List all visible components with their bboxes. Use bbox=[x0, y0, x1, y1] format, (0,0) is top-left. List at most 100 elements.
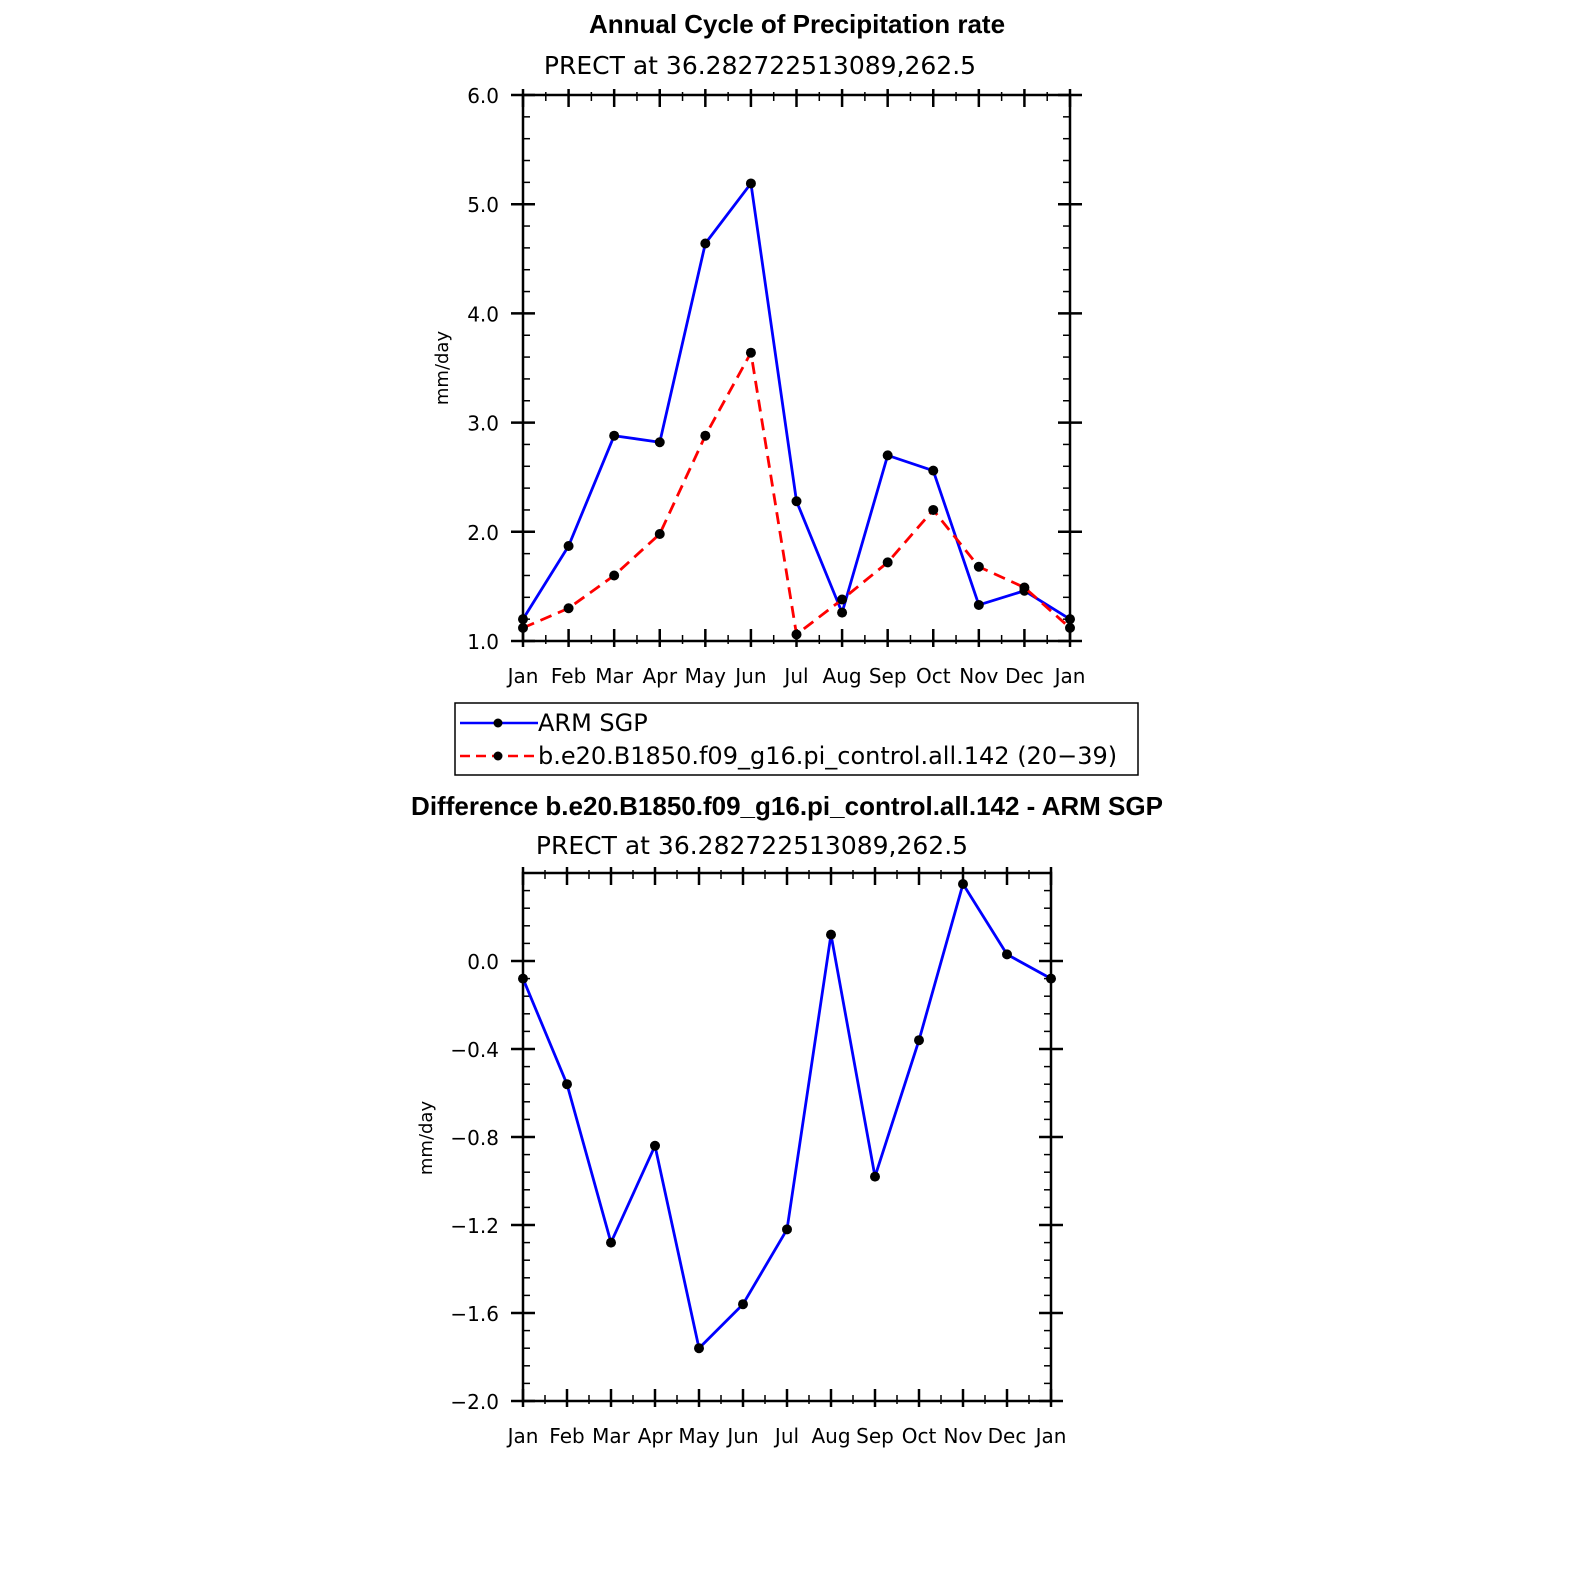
x-tick-label: May bbox=[685, 664, 727, 688]
legend-item-arm-sgp: ARM SGP bbox=[460, 709, 648, 737]
x-tick-label: Feb bbox=[551, 664, 586, 688]
data-point-difference-0 bbox=[518, 973, 528, 984]
data-point-arm-sgp-3 bbox=[654, 437, 665, 448]
data-point-b-e20-b1850-f09-g16-pi-control-all-142-20-39-6 bbox=[791, 629, 802, 640]
data-point-b-e20-b1850-f09-g16-pi-control-all-142-20-39-9 bbox=[928, 504, 939, 515]
x-tick-label: Apr bbox=[638, 1424, 673, 1448]
data-point-b-e20-b1850-f09-g16-pi-control-all-142-20-39-7 bbox=[837, 594, 848, 605]
data-point-arm-sgp-6 bbox=[791, 496, 802, 507]
x-tick-label: Jun bbox=[733, 664, 766, 688]
x-tick-label: Apr bbox=[642, 664, 677, 688]
x-tick-label: Nov bbox=[943, 1424, 982, 1448]
x-tick-label: Aug bbox=[823, 664, 862, 688]
series-line-arm-sgp bbox=[521, 182, 1071, 621]
data-point-arm-sgp-10 bbox=[973, 599, 984, 610]
data-point-arm-sgp-8 bbox=[882, 450, 893, 461]
legend: ARM SGP b.e20.B1850.f09_g16.pi_control.a… bbox=[454, 702, 1139, 776]
x-tick-label: Jan bbox=[1053, 664, 1086, 688]
data-point-arm-sgp-7 bbox=[837, 607, 848, 618]
data-point-b-e20-b1850-f09-g16-pi-control-all-142-20-39-8 bbox=[882, 557, 893, 568]
chart-subtitle: PRECT at 36.282722513089,262.5 bbox=[536, 831, 968, 860]
plot-frame bbox=[521, 871, 1053, 1403]
x-tick-label: Sep bbox=[856, 1424, 894, 1448]
y-tick-label: 0.0 bbox=[467, 950, 499, 974]
data-point-arm-sgp-2 bbox=[609, 430, 620, 441]
data-point-difference-6 bbox=[782, 1224, 792, 1235]
series-line-difference bbox=[521, 882, 1052, 1350]
chart-subtitle: PRECT at 36.282722513089,262.5 bbox=[544, 51, 976, 80]
data-point-difference-1 bbox=[562, 1079, 572, 1090]
y-tick-label: −2.0 bbox=[450, 1390, 499, 1414]
legend-marker-arm-sgp bbox=[493, 718, 503, 728]
data-point-difference-5 bbox=[738, 1299, 748, 1310]
legend-box bbox=[454, 702, 1139, 776]
data-point-difference-3 bbox=[650, 1140, 660, 1151]
y-tick-label: −0.8 bbox=[450, 1126, 499, 1150]
x-tick-label: Jul bbox=[773, 1424, 799, 1448]
data-point-difference-4 bbox=[694, 1343, 704, 1354]
plot-series bbox=[518, 879, 1056, 1354]
data-point-difference-9 bbox=[914, 1035, 924, 1046]
data-point-arm-sgp-5 bbox=[745, 178, 756, 189]
legend-marker-model bbox=[493, 751, 503, 761]
x-tick-label: Jan bbox=[506, 1424, 539, 1448]
data-point-arm-sgp-0 bbox=[518, 614, 528, 625]
data-point-b-e20-b1850-f09-g16-pi-control-all-142-20-39-0 bbox=[518, 622, 528, 633]
series-difference bbox=[518, 879, 1056, 1354]
data-point-difference-12 bbox=[1046, 973, 1056, 984]
data-point-b-e20-b1850-f09-g16-pi-control-all-142-20-39-2 bbox=[609, 570, 620, 581]
x-tick-label: Dec bbox=[1005, 664, 1044, 688]
x-tick-label: Jul bbox=[782, 664, 808, 688]
data-point-difference-10 bbox=[958, 879, 968, 889]
chart-difference: Difference b.e20.B1850.f09_g16.pi_contro… bbox=[411, 791, 1163, 1448]
plot-axes: Jan Feb Mar Apr May Jun Jul Aug Sep Oct Nov Dec Jan 1… bbox=[467, 84, 1085, 688]
data-point-b-e20-b1850-f09-g16-pi-control-all-142-20-39-12 bbox=[1065, 622, 1075, 633]
data-point-b-e20-b1850-f09-g16-pi-control-all-142-20-39-1 bbox=[563, 603, 574, 614]
y-tick-label: 1.0 bbox=[467, 630, 499, 654]
chart-title: Annual Cycle of Precipitation rate bbox=[589, 9, 1005, 39]
y-tick-label: 3.0 bbox=[467, 412, 499, 436]
x-tick-label: Jun bbox=[725, 1424, 758, 1448]
data-point-arm-sgp-12 bbox=[1065, 614, 1075, 625]
plot-axes: Jan Feb Mar Apr May Jun Jul Aug Sep Oct Nov Dec Jan−… bbox=[450, 867, 1066, 1448]
series-arm-sgp bbox=[518, 178, 1075, 625]
data-point-arm-sgp-9 bbox=[928, 465, 939, 476]
series-b-e20-b1850-f09-g16-pi-control-all-142-20-39 bbox=[518, 347, 1075, 640]
data-point-b-e20-b1850-f09-g16-pi-control-all-142-20-39-4 bbox=[700, 430, 711, 441]
legend-label-model: b.e20.B1850.f09_g16.pi_control.all.142 (… bbox=[538, 742, 1117, 770]
x-tick-label: Feb bbox=[549, 1424, 584, 1448]
data-point-b-e20-b1850-f09-g16-pi-control-all-142-20-39-11 bbox=[1019, 582, 1030, 593]
legend-label-arm-sgp: ARM SGP bbox=[538, 709, 648, 737]
x-tick-label: Jan bbox=[506, 664, 539, 688]
plot-series bbox=[518, 178, 1075, 640]
y-axis-title: mm/day bbox=[432, 331, 453, 406]
data-point-difference-8 bbox=[870, 1171, 880, 1182]
x-tick-label: Mar bbox=[595, 664, 634, 688]
y-tick-label: −1.2 bbox=[450, 1214, 499, 1238]
data-point-arm-sgp-1 bbox=[563, 540, 574, 551]
y-tick-label: 6.0 bbox=[467, 84, 499, 108]
data-point-difference-2 bbox=[606, 1237, 616, 1248]
plot-frame bbox=[521, 93, 1072, 643]
data-point-difference-7 bbox=[826, 929, 836, 940]
x-tick-label: Oct bbox=[902, 1424, 937, 1448]
data-point-b-e20-b1850-f09-g16-pi-control-all-142-20-39-5 bbox=[745, 347, 756, 358]
y-tick-label: 2.0 bbox=[467, 521, 499, 545]
legend-item-model: b.e20.B1850.f09_g16.pi_control.all.142 (… bbox=[460, 742, 1117, 770]
chart-title: Difference b.e20.B1850.f09_g16.pi_contro… bbox=[411, 791, 1163, 821]
x-tick-label: Sep bbox=[869, 664, 907, 688]
y-tick-label: −0.4 bbox=[450, 1038, 499, 1062]
x-tick-label: May bbox=[678, 1424, 720, 1448]
data-point-difference-11 bbox=[1002, 949, 1012, 960]
data-point-b-e20-b1850-f09-g16-pi-control-all-142-20-39-3 bbox=[654, 528, 665, 539]
x-tick-label: Oct bbox=[916, 664, 951, 688]
x-tick-label: Nov bbox=[959, 664, 998, 688]
data-point-arm-sgp-4 bbox=[700, 238, 711, 249]
y-axis-title: mm/day bbox=[416, 1101, 437, 1176]
y-tick-label: −1.6 bbox=[450, 1302, 499, 1326]
x-tick-label: Aug bbox=[811, 1424, 850, 1448]
chart-annual-cycle: Annual Cycle of Precipitation rate PRECT… bbox=[432, 9, 1085, 688]
y-tick-label: 5.0 bbox=[467, 193, 499, 217]
x-tick-label: Dec bbox=[988, 1424, 1027, 1448]
